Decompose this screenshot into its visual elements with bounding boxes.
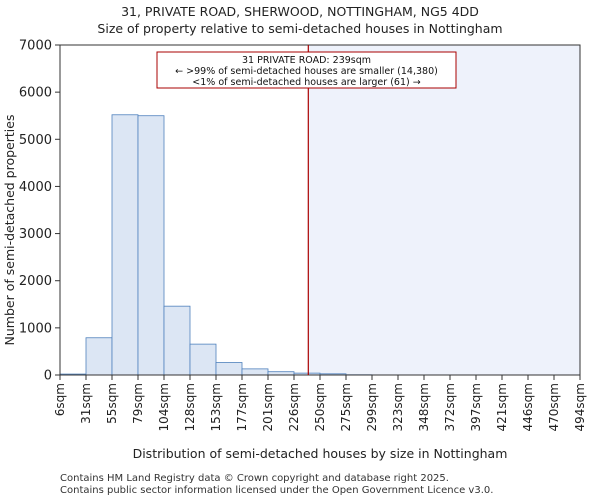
- bar-128sqm: [189, 343, 217, 376]
- x-tick-label: 275sqm: [339, 383, 353, 431]
- footer-line-1: Contains HM Land Registry data © Crown c…: [60, 473, 449, 484]
- y-tick-label: 1000: [19, 321, 52, 336]
- annotation-line-3: <1% of semi-detached houses are larger (…: [192, 77, 420, 88]
- x-tick-label: 201sqm: [261, 383, 275, 431]
- chart-title: 31, PRIVATE ROAD, SHERWOOD, NOTTINGHAM, …: [121, 4, 479, 19]
- bar-79sqm: [137, 115, 165, 376]
- chart-subtitle: Size of property relative to semi-detach…: [97, 21, 503, 36]
- larger-region-shade: [308, 45, 580, 375]
- x-axis-label: Distribution of semi-detached houses by …: [133, 446, 508, 461]
- x-tick-label: 494sqm: [573, 383, 587, 431]
- annotation-box: [156, 51, 457, 89]
- x-tick-label: 250sqm: [313, 383, 327, 431]
- x-tick-label: 31sqm: [79, 383, 93, 424]
- x-tick-label: 177sqm: [235, 383, 249, 431]
- y-tick-label: 7000: [19, 39, 52, 54]
- x-tick-label: 153sqm: [209, 383, 223, 431]
- bar-104sqm: [163, 305, 191, 376]
- x-tick-label: 421sqm: [495, 383, 509, 431]
- y-tick-label: 4000: [19, 180, 52, 195]
- x-tick-label: 372sqm: [443, 383, 457, 431]
- x-tick-label: 299sqm: [365, 383, 379, 431]
- annotation-line-1: 31 PRIVATE ROAD: 239sqm: [242, 55, 371, 66]
- x-tick-label: 446sqm: [521, 383, 535, 431]
- x-tick-label: 55sqm: [105, 383, 119, 424]
- y-tick-label: 3000: [19, 227, 52, 242]
- x-tick-label: 79sqm: [131, 383, 145, 424]
- bar-177sqm: [241, 368, 269, 376]
- x-tick-label: 397sqm: [469, 383, 483, 431]
- bar-55sqm: [111, 114, 139, 376]
- y-tick-label: 5000: [19, 133, 52, 148]
- y-tick-label: 0: [44, 369, 52, 384]
- x-tick-label: 6sqm: [53, 383, 67, 416]
- bar-31sqm: [85, 337, 113, 376]
- x-tick-label: 226sqm: [287, 383, 301, 431]
- x-tick-label: 348sqm: [417, 383, 431, 431]
- y-axis-label: Number of semi-detached properties: [2, 115, 17, 346]
- annotation-line-2: ← >99% of semi-detached houses are small…: [175, 66, 438, 77]
- y-tick-label: 6000: [19, 86, 52, 101]
- x-tick-label: 104sqm: [157, 383, 171, 431]
- x-tick-label: 323sqm: [391, 383, 405, 431]
- x-tick-label: 470sqm: [547, 383, 561, 431]
- y-tick-label: 2000: [19, 274, 52, 289]
- bar-153sqm: [215, 362, 243, 376]
- x-tick-label: 128sqm: [183, 383, 197, 431]
- footer-line-2: Contains public sector information licen…: [60, 485, 494, 496]
